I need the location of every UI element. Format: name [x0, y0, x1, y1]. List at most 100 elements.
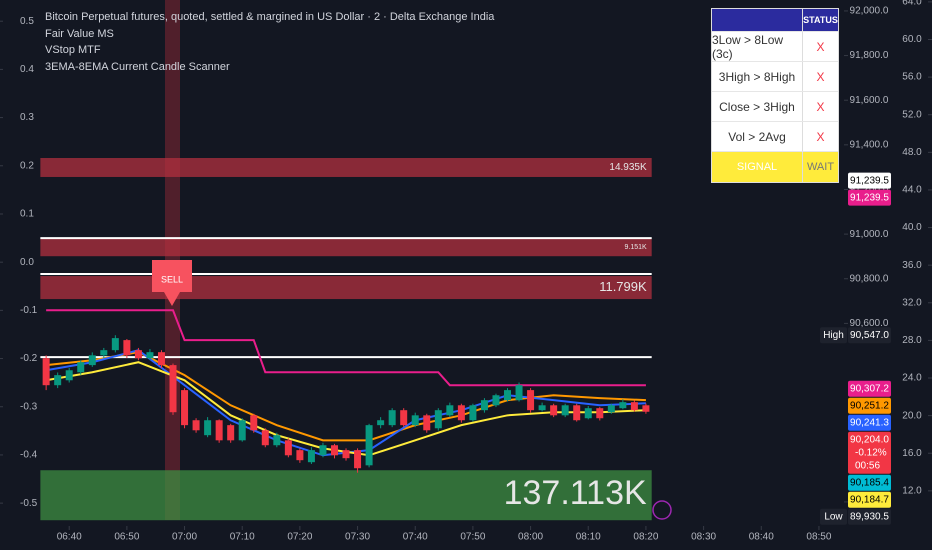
price-label: 90,241.3	[850, 417, 889, 428]
candle-body	[192, 420, 200, 431]
price-label-box	[848, 327, 891, 344]
price-label-box	[848, 508, 891, 525]
candle-body	[330, 445, 338, 456]
signal-row: SIGNAL WAIT	[712, 151, 838, 182]
condition: 3Low > 8Low (3c)	[712, 32, 803, 61]
candle-body	[423, 415, 431, 431]
candle-body	[550, 405, 558, 416]
candle-body	[584, 408, 592, 419]
zone	[40, 470, 652, 521]
zone-label: 137.113K	[504, 474, 647, 512]
candle-body	[146, 352, 154, 359]
price-label: 91,239.5	[850, 175, 889, 186]
candle-body	[469, 405, 477, 421]
x-tick-label: 08:20	[633, 532, 658, 543]
y3-tick-label: 16.0	[902, 448, 922, 459]
candle-body	[296, 450, 304, 461]
indicator-name[interactable]: Fair Value MS	[45, 27, 114, 40]
indicator-name[interactable]: VStop MTF	[45, 44, 101, 56]
price-tag-box	[820, 508, 847, 525]
candle-body	[215, 420, 223, 441]
candle-body	[607, 405, 615, 413]
table-row: 3Low > 8Low (3c) X	[712, 31, 838, 61]
indicator-name[interactable]: 3EMA-8EMA Current Candle Scanner	[45, 60, 230, 73]
candle-body	[273, 435, 281, 446]
y2-tick-label: -0.4	[20, 450, 38, 461]
price-label: 91,239.5	[850, 192, 889, 203]
candle-body	[596, 408, 604, 419]
zone	[40, 158, 652, 177]
price-label-box	[848, 172, 891, 189]
price-label-box	[848, 491, 891, 508]
y2-tick-label: -0.1	[20, 305, 38, 316]
condition: 3High > 8High	[712, 62, 803, 91]
price-label-box	[848, 380, 891, 397]
y3-tick-label: 24.0	[902, 373, 922, 384]
status: X	[816, 99, 825, 114]
y-tick-label: 91,600.0	[850, 95, 889, 106]
y3-tick-label: 56.0	[902, 72, 922, 83]
candle-body	[642, 405, 650, 412]
y2-tick-label: -0.3	[20, 401, 38, 412]
candle-body	[157, 352, 165, 366]
price-label: 90,204.0	[850, 434, 889, 445]
x-tick-label: 07:50	[460, 532, 485, 543]
candle-body	[365, 425, 373, 466]
table-row: Vol > 2Avg X	[712, 121, 838, 151]
alert-icon[interactable]	[652, 500, 672, 520]
y2-tick-label: -0.5	[20, 498, 38, 509]
candle-body	[42, 358, 50, 386]
price-label-extra: -0.12%	[855, 447, 887, 458]
x-tick-label: 07:00	[172, 532, 197, 543]
price-label-box	[848, 474, 891, 491]
candle-body	[538, 405, 546, 411]
candles	[42, 335, 650, 473]
sell-marker: SELL	[152, 260, 192, 306]
price-tag-box	[820, 327, 847, 344]
candle-body	[111, 338, 119, 351]
status: X	[816, 129, 825, 144]
candle-body	[181, 390, 189, 426]
candle-body	[65, 370, 73, 381]
candle-body	[561, 405, 569, 416]
y-tick-label: 91,000.0	[850, 229, 889, 240]
price-label: 90,547.0	[850, 330, 889, 341]
price-tag: High	[823, 330, 844, 341]
condition: Close > 3High	[712, 92, 803, 121]
header-cell: STATUS	[803, 15, 838, 25]
y-tick-label: 90,600.0	[850, 318, 889, 329]
y3-tick-label: 40.0	[902, 222, 922, 233]
indicator-line	[46, 351, 646, 442]
indicator-line	[46, 309, 646, 387]
price-label: 90,307.2	[850, 383, 889, 394]
status: X	[816, 39, 825, 54]
status: X	[816, 69, 825, 84]
candle-body	[457, 405, 465, 421]
y3-tick-label: 32.0	[902, 297, 922, 308]
candle-body	[446, 405, 454, 416]
scanner-table: STATUS 3Low > 8Low (3c) X 3High > 8High X …	[711, 8, 839, 183]
candle-body	[134, 350, 142, 359]
y-tick-label: 91,400.0	[850, 139, 889, 150]
y2-tick-label: 0.2	[20, 160, 34, 171]
signal-value: WAIT	[806, 161, 835, 173]
price-label-extra: 00:56	[855, 460, 880, 471]
table-header: STATUS	[712, 9, 838, 31]
candle-body	[250, 415, 258, 431]
candle-body	[54, 375, 62, 386]
y2-tick-label: 0.3	[20, 112, 34, 123]
y-tick-label: 92,000.0	[850, 6, 889, 17]
candle-body	[480, 400, 488, 411]
candle-body	[100, 350, 108, 356]
candle-body	[388, 410, 396, 426]
zone-label: 11.799K	[599, 279, 647, 294]
y2-tick-label: -0.2	[20, 353, 38, 364]
legend: Bitcoin Perpetual futures, quoted, settl…	[45, 9, 494, 75]
x-tick-label: 07:20	[287, 532, 312, 543]
price-label: 90,184.7	[850, 494, 889, 505]
candle-body	[411, 415, 419, 426]
y2-tick-label: 0.5	[20, 16, 34, 27]
candle-body	[284, 440, 292, 456]
price-label-box	[848, 414, 891, 431]
